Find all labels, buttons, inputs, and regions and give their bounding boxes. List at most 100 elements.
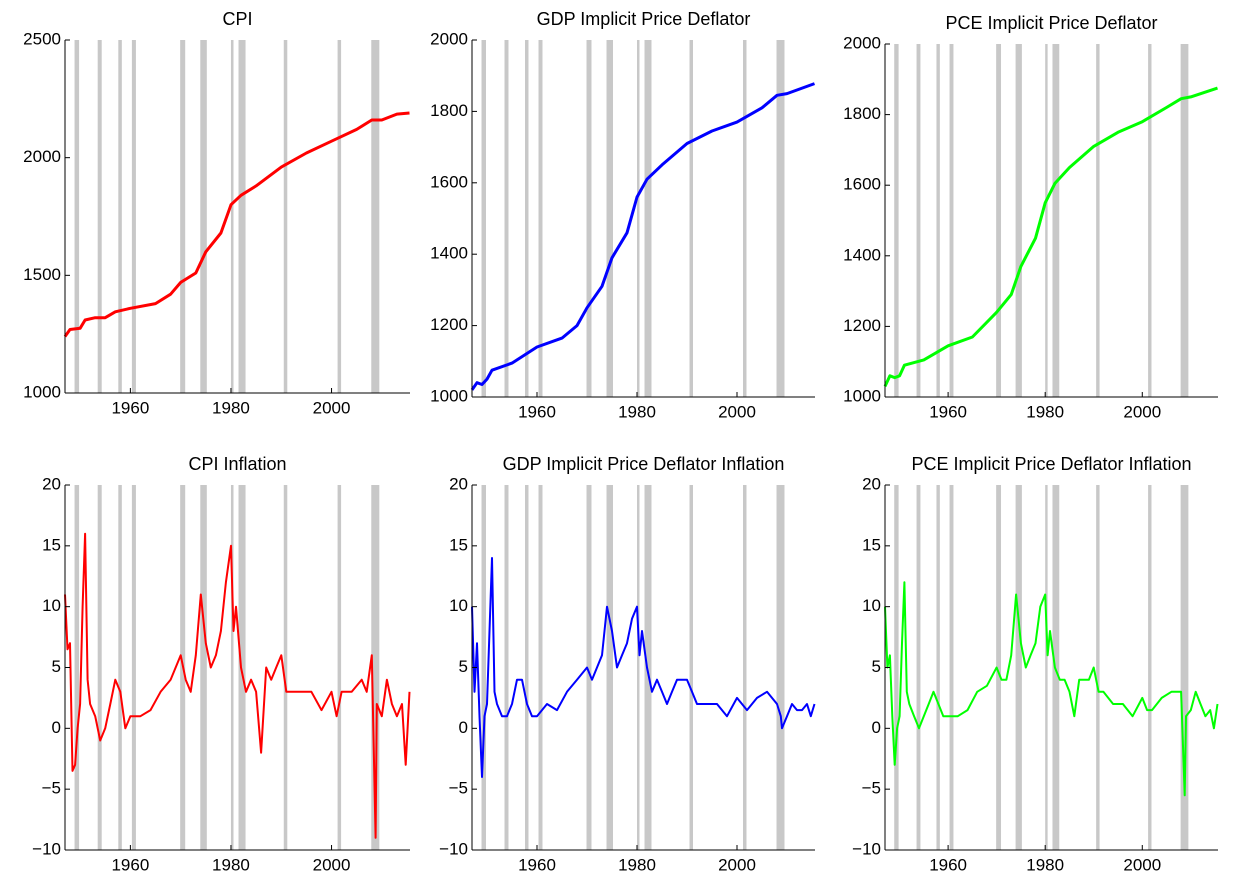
shaded-period <box>200 40 207 393</box>
y-tick-label: −5 <box>449 779 468 798</box>
series-line <box>471 557 816 778</box>
y-tick-label: 1800 <box>843 104 881 123</box>
shaded-period <box>230 485 234 850</box>
shaded-period <box>916 485 921 850</box>
y-tick-label: 5 <box>459 657 468 676</box>
shaded-period <box>131 40 136 393</box>
x-tick-label: 2000 <box>313 398 351 417</box>
shaded-period <box>1052 44 1060 397</box>
shaded-period <box>97 40 102 393</box>
y-tick-label: 15 <box>449 535 468 554</box>
series-line <box>64 532 411 839</box>
x-tick-label: 1980 <box>1026 855 1064 874</box>
shaded-period <box>538 485 543 850</box>
shaded-period <box>916 44 921 397</box>
shaded-period <box>1096 485 1100 850</box>
shaded-period <box>180 40 186 393</box>
x-tick-label: 2000 <box>313 855 351 874</box>
shaded-period <box>118 485 122 850</box>
shaded-period <box>637 485 640 850</box>
y-tick-label: 0 <box>872 718 881 737</box>
x-tick-label: 1980 <box>618 855 656 874</box>
chart-title: PCE Implicit Price Deflator <box>945 13 1157 33</box>
y-tick-label: 1600 <box>430 172 468 191</box>
y-tick-label: 2000 <box>430 29 468 48</box>
y-tick-label: −10 <box>32 839 61 858</box>
shaded-period <box>689 485 693 850</box>
shaded-period <box>1180 44 1189 397</box>
y-tick-label: 1200 <box>843 316 881 335</box>
y-tick-label: 1000 <box>23 382 61 401</box>
shaded-period <box>74 485 80 850</box>
x-tick-label: 2000 <box>718 855 756 874</box>
shaded-period <box>637 40 640 397</box>
y-tick-label: 1000 <box>430 386 468 405</box>
shaded-period <box>97 485 102 850</box>
shaded-period <box>689 40 693 397</box>
shaded-period <box>894 44 899 397</box>
chart-title: GDP Implicit Price Deflator <box>537 9 751 29</box>
y-tick-label: 20 <box>862 474 881 493</box>
shaded-period <box>776 40 785 397</box>
y-tick-label: 10 <box>449 596 468 615</box>
y-tick-label: −10 <box>852 839 881 858</box>
shaded-period <box>743 40 747 397</box>
shaded-period <box>337 40 342 393</box>
shaded-period <box>996 44 1002 397</box>
shaded-period <box>743 485 747 850</box>
shaded-period <box>525 40 529 397</box>
y-tick-label: −10 <box>439 839 468 858</box>
shaded-period <box>504 40 509 397</box>
shaded-period <box>230 40 234 393</box>
series-line <box>883 86 1218 388</box>
shaded-period <box>481 40 486 397</box>
y-tick-label: 1600 <box>843 175 881 194</box>
shaded-period <box>936 44 940 397</box>
shaded-period <box>337 485 342 850</box>
shaded-period <box>949 44 954 397</box>
series-line <box>470 82 816 391</box>
y-tick-label: 5 <box>872 657 881 676</box>
y-tick-label: 15 <box>862 535 881 554</box>
y-tick-label: 2000 <box>843 33 881 52</box>
shaded-period <box>371 40 380 393</box>
y-tick-label: 5 <box>52 657 61 676</box>
shaded-period <box>1148 485 1152 850</box>
shaded-period <box>1045 485 1048 850</box>
y-tick-label: 0 <box>459 718 468 737</box>
y-tick-label: 1500 <box>23 265 61 284</box>
shaded-period <box>644 40 652 397</box>
shaded-period <box>586 40 592 397</box>
y-tick-label: 2000 <box>23 147 61 166</box>
y-tick-label: 20 <box>449 474 468 493</box>
x-tick-label: 1960 <box>929 855 967 874</box>
series-line <box>63 111 410 338</box>
series-line <box>884 581 1219 797</box>
x-tick-label: 1980 <box>212 855 250 874</box>
shaded-period <box>525 485 529 850</box>
shaded-period <box>131 485 136 850</box>
shaded-period <box>481 485 486 850</box>
shaded-period <box>1045 44 1048 397</box>
shaded-period <box>1148 44 1152 397</box>
chart-title: PCE Implicit Price Deflator Inflation <box>911 454 1191 474</box>
shaded-period <box>996 485 1002 850</box>
chart-title: GDP Implicit Price Deflator Inflation <box>503 454 785 474</box>
y-tick-label: 2500 <box>23 29 61 48</box>
shaded-period <box>1180 485 1189 850</box>
shaded-period <box>283 485 288 850</box>
shaded-period <box>200 485 207 850</box>
x-tick-label: 1960 <box>111 398 149 417</box>
shaded-period <box>586 485 592 850</box>
shaded-period <box>118 40 122 393</box>
y-tick-label: 1000 <box>843 386 881 405</box>
y-tick-label: −5 <box>42 779 61 798</box>
x-tick-label: 1980 <box>618 402 656 421</box>
x-tick-label: 1960 <box>929 402 967 421</box>
shaded-period <box>538 40 543 397</box>
shaded-period <box>371 485 380 850</box>
shaded-period <box>238 485 246 850</box>
y-tick-label: 1400 <box>843 245 881 264</box>
y-tick-label: 10 <box>862 596 881 615</box>
